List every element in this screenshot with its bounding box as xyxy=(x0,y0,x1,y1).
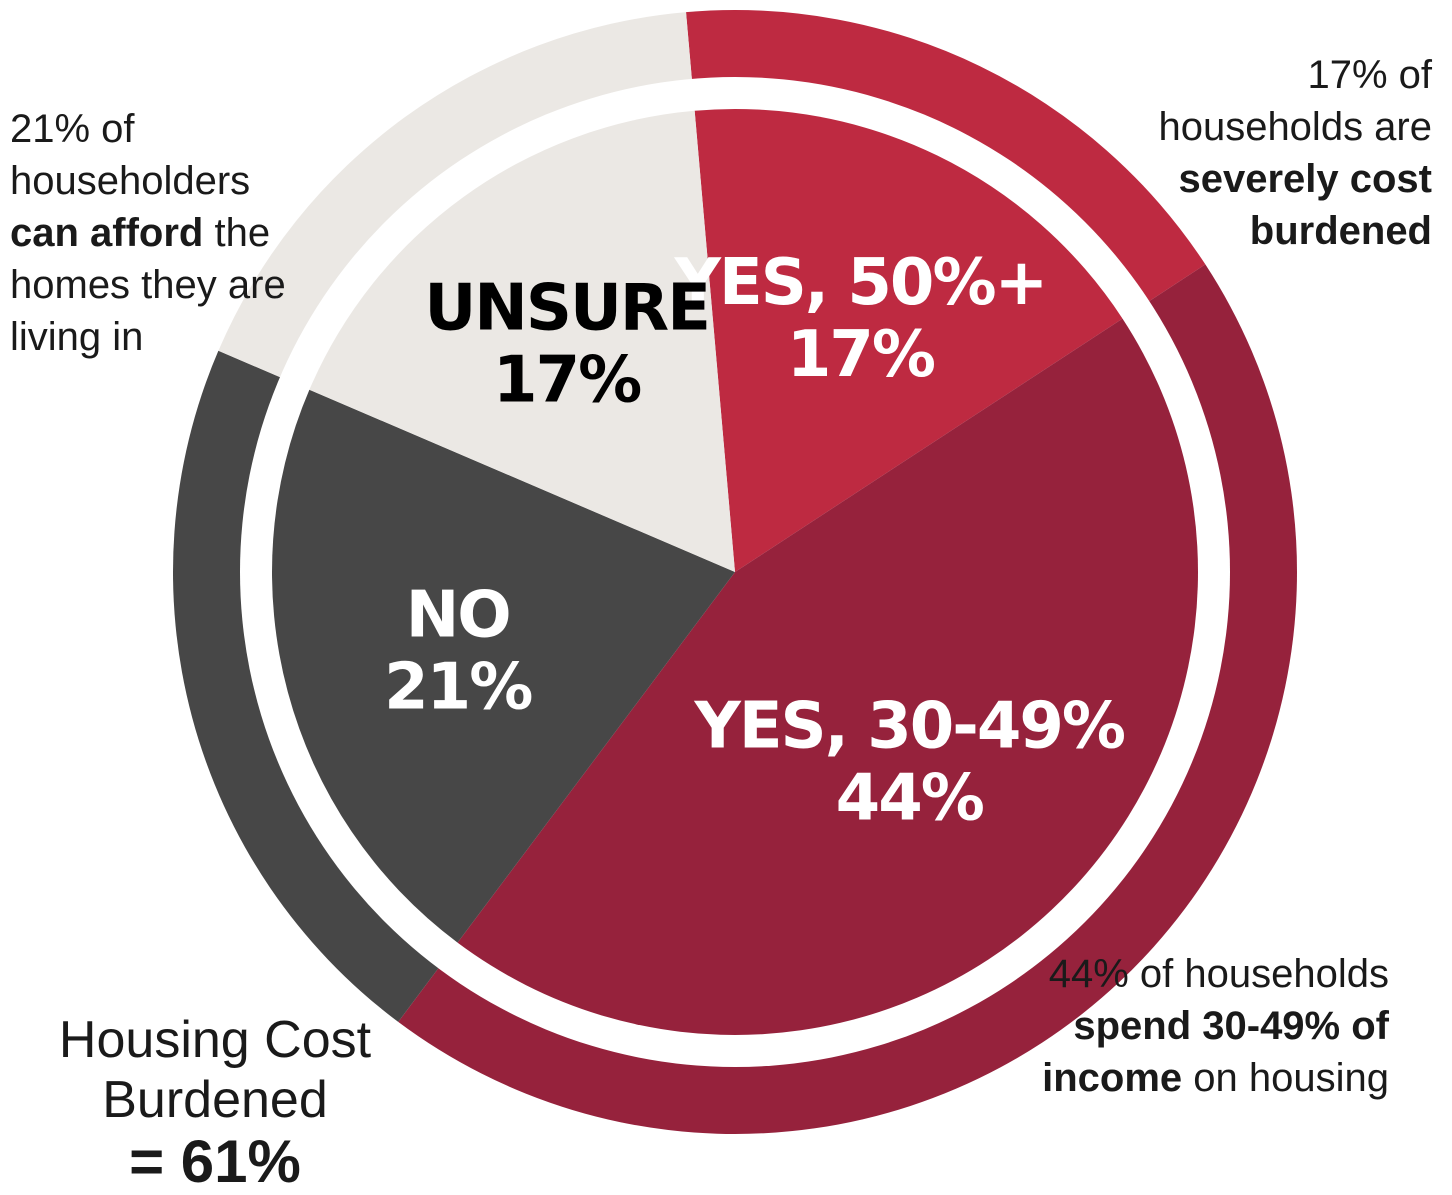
total-value: = 61% xyxy=(30,1130,400,1194)
total-burdened: Housing Cost Burdened = 61% xyxy=(30,1010,400,1194)
slice-label-unsure: UNSURE xyxy=(424,271,709,345)
annotation-cost-burdened-pre: 44% of households xyxy=(1049,952,1389,996)
annotation-cost-burdened-post: on housing xyxy=(1193,1056,1389,1100)
slice-label-yes-50: YES, 50%+ xyxy=(674,246,1047,320)
annotation-severely-burdened: 17% of households are severely cost burd… xyxy=(1092,49,1432,257)
annotation-can-afford: 21% of householders can afford the homes… xyxy=(10,103,310,363)
annotation-severely-burdened-bold: severely cost burdened xyxy=(1178,157,1432,253)
total-line-1: Housing Cost xyxy=(30,1010,400,1070)
slice-label-yes-30-49: YES, 30-49% xyxy=(693,690,1124,764)
slice-value-no: 21% xyxy=(384,650,532,724)
annotation-can-afford-pre: 21% of householders xyxy=(10,107,250,203)
annotation-can-afford-bold: can afford xyxy=(10,211,203,255)
slice-label-no: NO xyxy=(406,578,510,652)
slice-value-unsure: 17% xyxy=(493,343,641,417)
total-line-2: Burdened xyxy=(30,1070,400,1130)
annotation-cost-burdened: 44% of households spend 30-49% of income… xyxy=(969,948,1389,1104)
slice-value-yes-30-49: 44% xyxy=(836,762,984,836)
annotation-severely-burdened-pre: 17% of households are xyxy=(1158,53,1432,149)
slice-value-yes-50: 17% xyxy=(787,318,935,392)
